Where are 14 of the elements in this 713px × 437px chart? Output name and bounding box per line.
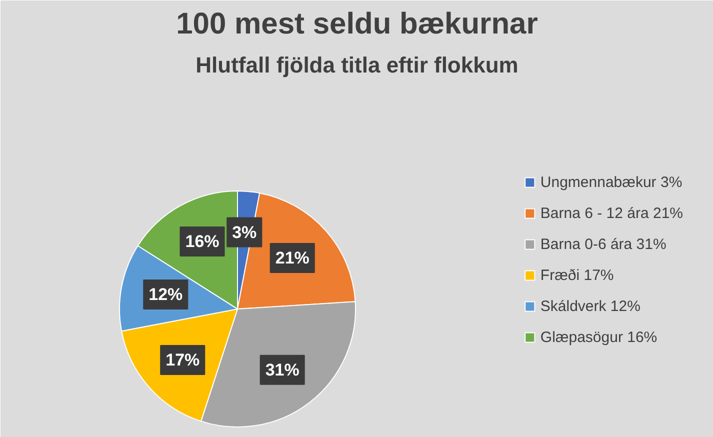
- chart-subtitle: Hlutfall fjölda titla eftir flokkum: [196, 52, 518, 78]
- legend-label: Skáldverk 12%: [540, 298, 640, 314]
- data-label: 21%: [275, 248, 310, 268]
- legend-label: Barna 6 - 12 ára 21%: [540, 204, 683, 222]
- chart-title: 100 mest seldu bækurnar: [176, 8, 538, 40]
- legend-label: Barna 0-6 ára 31%: [540, 236, 666, 252]
- data-label: 16%: [185, 232, 220, 251]
- data-label: 12%: [148, 285, 183, 304]
- data-label: 17%: [166, 350, 200, 370]
- legend-label: Fræði 17%: [540, 266, 614, 284]
- legend-label: Ungmennabækur 3%: [540, 174, 682, 190]
- legend-label: Glæpasögur 16%: [540, 328, 658, 346]
- data-label: 31%: [265, 360, 300, 380]
- data-label: 3%: [232, 222, 257, 242]
